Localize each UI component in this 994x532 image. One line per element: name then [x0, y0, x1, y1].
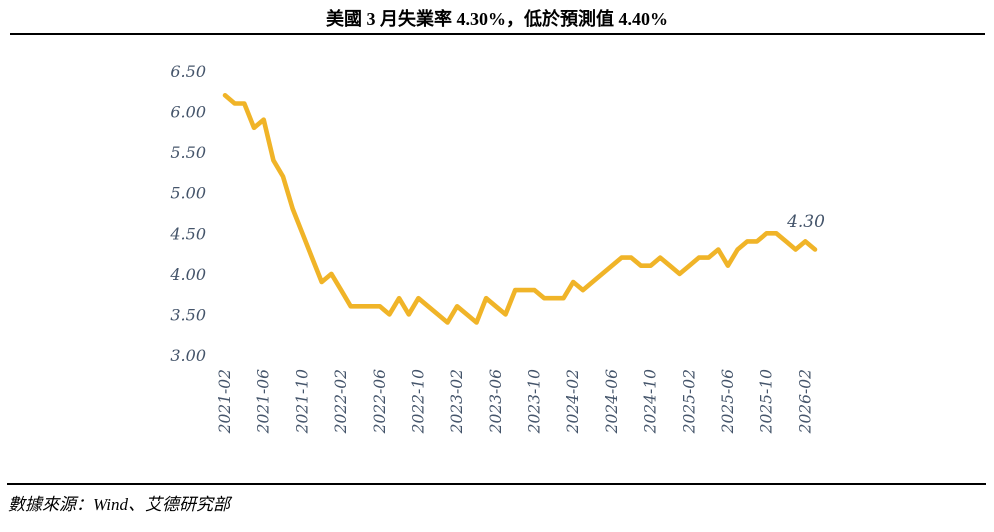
y-axis-tick-label: 6.00 [170, 103, 206, 122]
last-value-annotation: 4.30 [786, 212, 825, 232]
x-axis-tick-label: 2025-06 [719, 369, 737, 435]
x-axis-tick-label: 2021-02 [216, 369, 234, 434]
y-axis-tick-label: 5.50 [170, 143, 206, 162]
chart-title: 美國 3 月失業率 4.30%，低於預測值 4.40% [326, 9, 668, 29]
x-axis-tick-label: 2022-06 [371, 369, 389, 435]
x-axis-tick-label: 2023-06 [487, 369, 505, 435]
title-divider [10, 33, 985, 35]
x-axis-tick-label: 2025-02 [680, 369, 698, 434]
x-axis-tick-label: 2022-10 [409, 369, 427, 435]
x-axis-tick-label: 2025-10 [758, 369, 776, 435]
y-axis-tick-label: 6.50 [170, 62, 206, 81]
unemployment-rate-line [222, 93, 818, 325]
x-axis-tick-label: 2026-02 [796, 369, 814, 434]
x-axis-tick-label: 2023-02 [448, 369, 466, 434]
x-axis-tick-label: 2023-10 [526, 369, 544, 435]
x-axis-tick-label: 2024-02 [564, 369, 582, 434]
x-axis-tick-label: 2021-06 [255, 369, 273, 435]
y-axis-tick-label: 4.50 [169, 224, 206, 243]
x-axis-tick-label: 2024-10 [642, 369, 660, 435]
footer-divider [7, 483, 986, 485]
y-axis-tick-label: 3.00 [170, 346, 206, 365]
y-axis-tick-label: 3.50 [170, 305, 206, 324]
y-axis-tick-label: 4.00 [169, 265, 206, 284]
x-axis-tick-label: 2021-10 [293, 369, 311, 435]
x-axis-tick-label: 2022-02 [332, 369, 350, 434]
x-axis-tick-label: 2024-06 [603, 369, 621, 435]
y-axis-tick-label: 5.00 [170, 184, 206, 203]
data-source-text: 數據來源：Wind、艾德研究部 [8, 495, 230, 514]
